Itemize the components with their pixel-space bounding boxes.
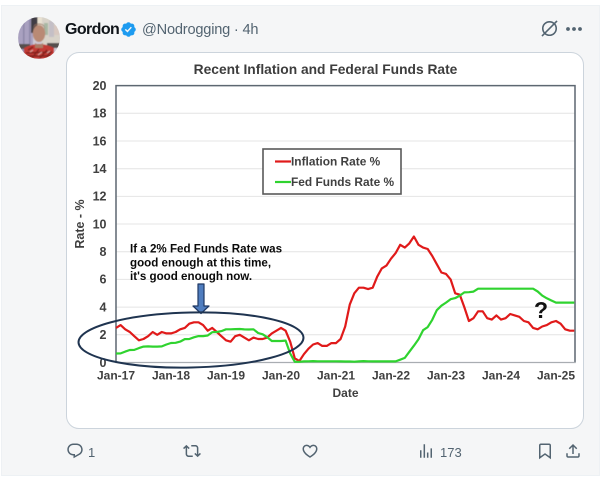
svg-text:0: 0 [100,356,107,370]
svg-text:12: 12 [93,190,107,204]
svg-text:Jan-21: Jan-21 [317,369,355,383]
svg-text:Jan-19: Jan-19 [207,369,245,383]
svg-text:8: 8 [100,245,107,259]
svg-text:Jan-20: Jan-20 [262,369,300,383]
svg-text:2: 2 [100,328,107,342]
svg-text:6: 6 [100,273,107,287]
svg-text:Fed Funds Rate %: Fed Funds Rate % [291,175,394,189]
svg-text:10: 10 [93,217,107,231]
svg-text:Recent Inflation and Federal F: Recent Inflation and Federal Funds Rate [194,62,458,77]
svg-text:If a 2% Fed Funds Rate was: If a 2% Fed Funds Rate was [130,243,282,256]
svg-text:Date: Date [332,386,358,400]
svg-text:Jan-24: Jan-24 [482,369,520,383]
svg-text:14: 14 [93,162,107,176]
svg-text:Rate - %: Rate - % [73,199,87,248]
svg-text:Jan-25: Jan-25 [537,369,575,383]
svg-text:18: 18 [93,107,107,121]
svg-text:?: ? [534,297,548,323]
svg-text:Jan-17: Jan-17 [97,369,135,383]
svg-text:Inflation Rate %: Inflation Rate % [291,155,381,169]
svg-text:Jan-18: Jan-18 [152,369,190,383]
svg-text:16: 16 [93,134,107,148]
svg-text:Jan-23: Jan-23 [427,369,465,383]
svg-text:20: 20 [93,79,107,93]
svg-text:it's good enough now.: it's good enough now. [130,270,252,283]
svg-text:4: 4 [100,300,107,314]
svg-text:Jan-22: Jan-22 [372,369,410,383]
svg-text:good enough at this time,: good enough at this time, [130,256,271,269]
